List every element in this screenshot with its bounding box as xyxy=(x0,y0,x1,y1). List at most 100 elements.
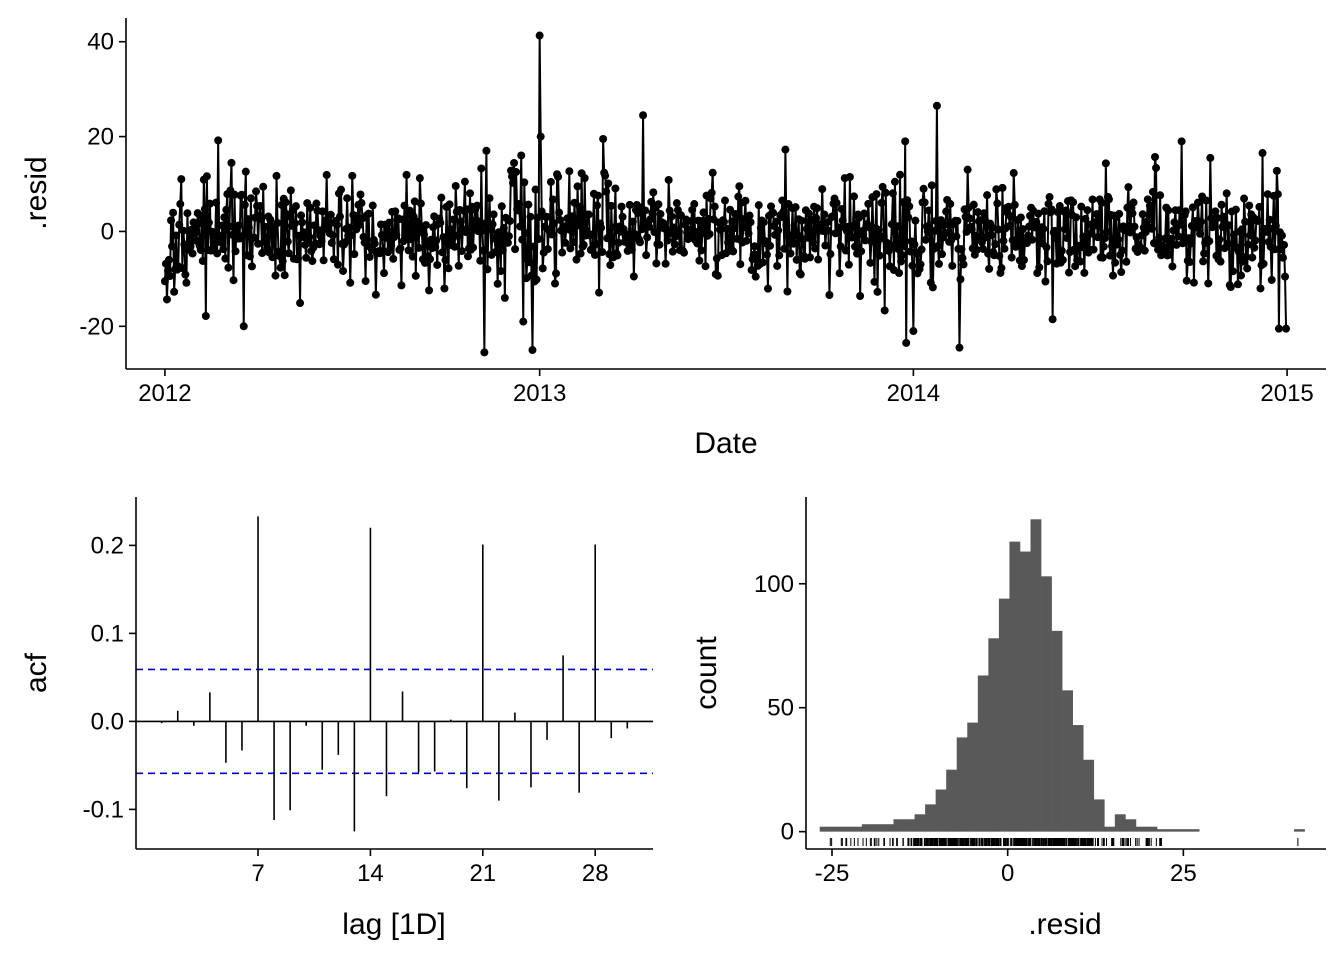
resid-point xyxy=(772,217,781,226)
resid-point xyxy=(1101,159,1110,168)
resid-point xyxy=(874,225,883,234)
histogram-bars xyxy=(819,519,1305,832)
resid-point xyxy=(900,242,909,251)
resid-point xyxy=(238,231,247,240)
hist-y-axis-title: count xyxy=(690,636,723,710)
resid-point xyxy=(312,199,321,208)
resid-point xyxy=(414,243,423,252)
resid-point xyxy=(568,212,577,221)
resid-point xyxy=(1076,257,1085,266)
resid-point xyxy=(520,178,529,187)
resid-point xyxy=(371,290,380,299)
resid-point xyxy=(252,187,261,196)
histogram-bar xyxy=(1041,576,1052,832)
histogram-bar xyxy=(1019,551,1031,832)
resid-point xyxy=(493,279,502,288)
resid-point xyxy=(1143,195,1152,204)
resid-point xyxy=(750,242,759,251)
resid-point xyxy=(969,200,978,209)
resid-point xyxy=(870,277,879,286)
resid-point xyxy=(176,200,185,209)
hist-y-tick-label: 0 xyxy=(781,819,794,846)
resid-point xyxy=(664,175,673,184)
histogram-bar xyxy=(882,824,894,832)
resid-point xyxy=(1104,195,1113,204)
resid-point xyxy=(948,261,957,270)
resid-point xyxy=(1182,276,1191,285)
resid-point xyxy=(973,208,982,217)
hist-x-tick-label: 0 xyxy=(1001,860,1014,887)
resid-point xyxy=(524,200,533,209)
resid-point xyxy=(1072,213,1081,222)
resid-point xyxy=(759,218,768,227)
resid-point xyxy=(643,233,652,242)
resid-point xyxy=(197,211,206,220)
resid-point xyxy=(1005,221,1014,230)
resid-point xyxy=(998,183,1007,192)
resid-point xyxy=(1062,234,1071,243)
resid-point xyxy=(517,151,526,160)
resid-point xyxy=(869,231,878,240)
histogram-bar xyxy=(1104,826,1116,832)
resid-point xyxy=(547,230,556,239)
acf-y-tick-label: 0.1 xyxy=(91,620,124,647)
resid-point xyxy=(1164,206,1173,215)
resid-point xyxy=(175,220,184,229)
resid-point xyxy=(343,194,352,203)
resid-point xyxy=(626,238,635,247)
histogram-bar xyxy=(946,769,958,832)
resid-point xyxy=(165,255,173,264)
resid-point xyxy=(617,202,626,211)
resid-point xyxy=(305,232,314,241)
resid-point xyxy=(439,233,448,242)
resid-point xyxy=(1079,232,1088,241)
resid-point xyxy=(177,175,186,184)
histogram-bar xyxy=(1188,829,1200,832)
resid-point xyxy=(866,258,875,267)
resid-point xyxy=(476,256,485,265)
resid-point xyxy=(1189,278,1198,287)
resid-point xyxy=(847,233,856,242)
acf-y-tick-label: 0.0 xyxy=(91,708,124,735)
resid-point xyxy=(654,200,663,209)
ts-y-axis-title: .resid xyxy=(20,156,53,229)
resid-point xyxy=(878,182,887,191)
resid-point xyxy=(182,278,191,287)
resid-point xyxy=(1205,237,1214,246)
resid-point xyxy=(625,200,634,209)
resid-point xyxy=(516,222,525,231)
resid-point xyxy=(514,206,523,215)
resid-point xyxy=(614,238,623,247)
resid-point xyxy=(558,248,567,257)
resid-point xyxy=(345,223,354,232)
resid-point xyxy=(1234,248,1243,257)
resid-point xyxy=(1129,198,1138,207)
resid-point xyxy=(875,251,884,260)
resid-point xyxy=(987,231,996,240)
resid-point xyxy=(590,250,599,259)
resid-point xyxy=(924,206,933,215)
resid-point xyxy=(1228,267,1237,276)
hist-y-tick-label: 100 xyxy=(754,571,794,598)
resid-point xyxy=(670,240,679,249)
resid-point xyxy=(655,240,664,249)
resid-point xyxy=(808,230,817,239)
resid-point xyxy=(234,221,243,230)
resid-point xyxy=(332,220,341,229)
resid-point xyxy=(1194,198,1203,207)
resid-point xyxy=(686,225,695,234)
resid-point xyxy=(1156,191,1165,200)
resid-point xyxy=(1250,243,1259,252)
resid-point xyxy=(1071,262,1080,271)
resid-point xyxy=(994,225,1003,234)
resid-point xyxy=(478,226,487,235)
resid-point xyxy=(646,215,655,224)
resid-point xyxy=(422,221,430,230)
resid-point xyxy=(635,238,644,247)
resid-point xyxy=(326,210,335,219)
resid-point xyxy=(400,201,409,210)
resid-point xyxy=(298,218,307,227)
resid-point xyxy=(257,214,266,223)
resid-point xyxy=(1105,251,1114,260)
resid-point xyxy=(566,244,575,253)
